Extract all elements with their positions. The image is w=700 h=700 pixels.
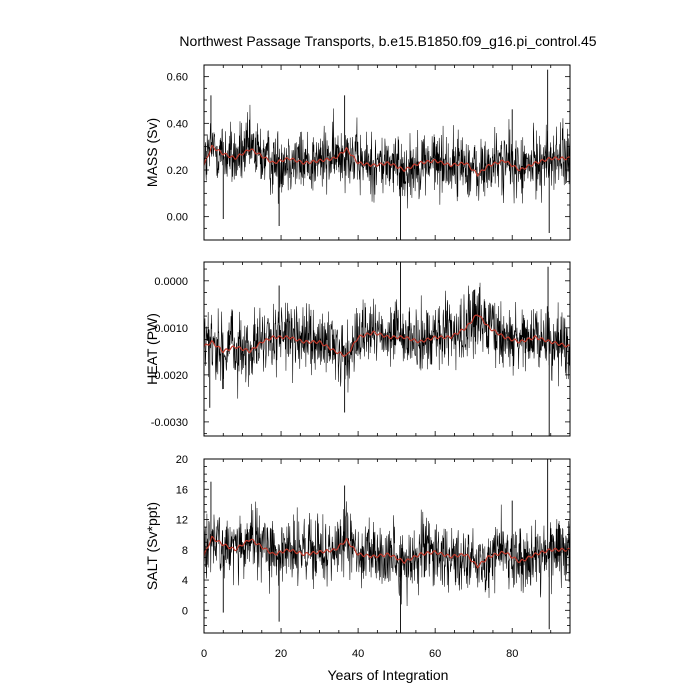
panel-2-ytick-label-5: 20 — [176, 454, 188, 466]
panel-0-y-axis-label: MASS (Sv) — [144, 118, 160, 187]
panel-1: -0.0030 -0.0020 -0.0010 0.0000 HEAT (PW) — [144, 261, 571, 437]
xtick-label-3: 60 — [429, 648, 441, 660]
panel-1-y-axis-label: HEAT (PW) — [144, 313, 160, 385]
panel-0-running-mean-line — [204, 144, 570, 177]
panel-2-ytick-label-4: 16 — [176, 484, 188, 496]
panel-1-ytick-label-3: 0.0000 — [154, 276, 188, 288]
panel-0-series — [204, 69, 570, 240]
panel-2-ytick-label-1: 4 — [182, 575, 188, 587]
panel-0-ytick-label-1: 0.20 — [167, 165, 188, 177]
panel-1-ytick-label-1: -0.0020 — [151, 370, 188, 382]
xtick-label-0: 0 — [201, 648, 207, 660]
panel-2-monthly-line — [204, 501, 570, 606]
panel-0-ytick-label-0: 0.00 — [167, 212, 188, 224]
xtick-label-2: 40 — [352, 648, 364, 660]
panel-0: 0.00 0.20 0.40 0.60 MASS (Sv) — [144, 64, 571, 241]
panel-0-monthly-line — [204, 104, 570, 209]
panel-1-ytick-label-0: -0.0030 — [151, 417, 188, 429]
panel-2-frame — [203, 458, 571, 634]
panel-2-ytick-label-0: 0 — [182, 605, 188, 617]
panel-2-y-axis-label: SALT (Sv*ppt) — [144, 502, 160, 590]
panel-0-ytick-label-3: 0.60 — [167, 72, 188, 84]
panel-2-ytick-label-2: 8 — [182, 545, 188, 557]
xtick-label-4: 80 — [506, 648, 518, 660]
panel-1-ytick-label-2: -0.0010 — [151, 323, 188, 335]
panel-1-running-mean-line — [204, 314, 570, 357]
panel-1-monthly-line — [204, 282, 570, 399]
x-axis-label: Years of Integration — [328, 667, 449, 683]
chart-title: Northwest Passage Transports, b.e15.B185… — [179, 33, 596, 49]
panel-0-frame — [203, 64, 571, 241]
panel-0-ytick-label-2: 0.40 — [167, 118, 188, 130]
panel-2-running-mean-line — [204, 535, 570, 569]
panel-2-series — [204, 459, 570, 633]
panel-2: 0 4 8 12 16 20 SALT (Sv*ppt) 0 20 40 60 80 — [144, 454, 571, 660]
panel-1-series — [204, 262, 570, 436]
xtick-label-1: 20 — [275, 648, 287, 660]
panel-1-frame — [203, 261, 571, 437]
panel-2-ytick-label-3: 12 — [176, 515, 188, 527]
